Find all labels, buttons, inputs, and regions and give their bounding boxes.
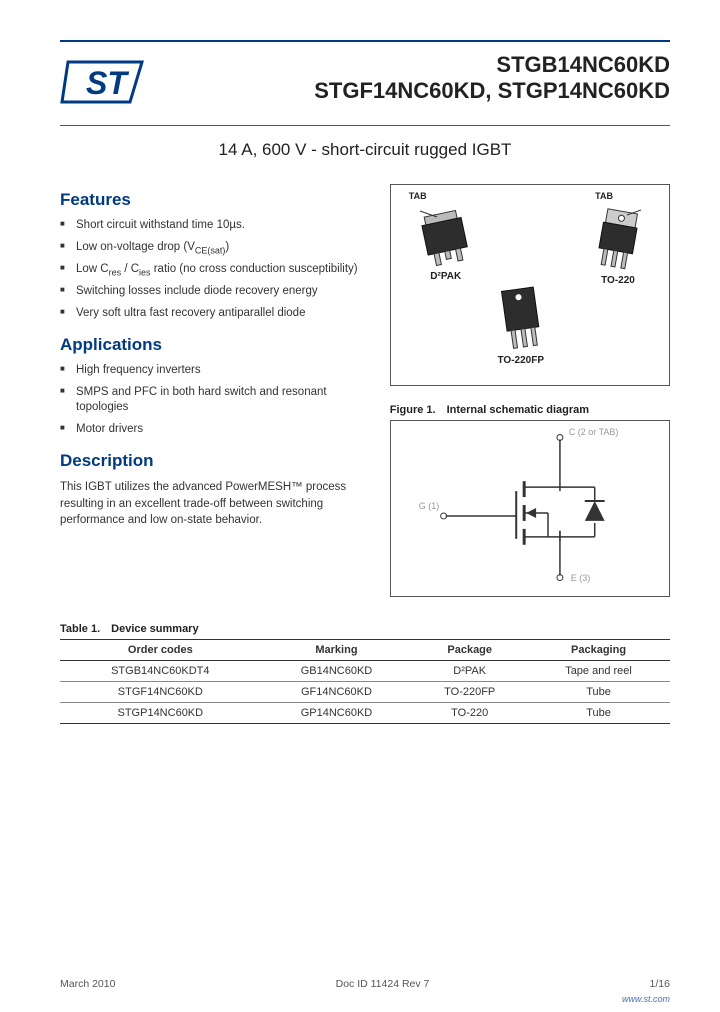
datasheet-page: ST STGB14NC60KD STGF14NC60KD, STGP14NC60… (0, 0, 720, 1012)
table-header-row: Order codes Marking Package Packaging (60, 640, 670, 661)
package-to220fp: TO-220FP (491, 285, 551, 366)
description-heading: Description (60, 451, 370, 471)
st-logo: ST (60, 52, 150, 117)
col-package: Package (412, 640, 527, 661)
package-d2pak: D²PAK (415, 207, 477, 282)
top-rule (60, 40, 670, 42)
mid-rule (60, 125, 670, 126)
figure1-caption: Figure 1. Internal schematic diagram (390, 404, 670, 416)
footer-date: March 2010 (60, 978, 115, 990)
col-order-codes: Order codes (60, 640, 261, 661)
features-heading: Features (60, 190, 370, 210)
applications-list: High frequency inverters SMPS and PFC in… (60, 363, 370, 437)
part-number-block: STGB14NC60KD STGF14NC60KD, STGP14NC60KD (314, 52, 670, 104)
description-text: This IGBT utilizes the advanced PowerMES… (60, 479, 370, 527)
footer-docid: Doc ID 11424 Rev 7 (336, 978, 430, 990)
table-row: STGB14NC60KDT4 GB14NC60KD D²PAK Tape and… (60, 661, 670, 682)
application-item: SMPS and PFC in both hard switch and res… (60, 385, 370, 416)
col-packaging: Packaging (527, 640, 670, 661)
table-row: STGP14NC60KD GP14NC60KD TO-220 Tube (60, 703, 670, 724)
two-column-body: Features Short circuit withstand time 10… (60, 184, 670, 597)
package-label: TO-220 (587, 275, 649, 286)
application-item: High frequency inverters (60, 363, 370, 379)
pin-e-label: E (3) (571, 573, 591, 583)
schematic-box: C (2 or TAB) G (1) E (3) (390, 420, 670, 597)
right-column: TAB TAB D²PAK (390, 184, 670, 597)
tab-label: TAB (409, 191, 427, 201)
package-outline-box: TAB TAB D²PAK (390, 184, 670, 386)
subtitle: 14 A, 600 V - short-circuit rugged IGBT (60, 140, 670, 160)
applications-heading: Applications (60, 335, 370, 355)
feature-item: Short circuit withstand time 10µs. (60, 218, 370, 234)
pin-c-label: C (2 or TAB) (569, 427, 619, 437)
application-item: Motor drivers (60, 422, 370, 438)
header-row: ST STGB14NC60KD STGF14NC60KD, STGP14NC60… (60, 52, 670, 117)
feature-item: Switching losses include diode recovery … (60, 284, 370, 300)
feature-item: Low Cres / Cies ratio (no cross conducti… (60, 262, 370, 278)
features-list: Short circuit withstand time 10µs. Low o… (60, 218, 370, 321)
table-row: STGF14NC60KD GF14NC60KD TO-220FP Tube (60, 682, 670, 703)
left-column: Features Short circuit withstand time 10… (60, 184, 370, 597)
part-number-2: STGF14NC60KD, STGP14NC60KD (314, 78, 670, 104)
package-label: TO-220FP (491, 355, 551, 366)
package-to220: TO-220 (587, 207, 649, 286)
table1-caption: Table 1. Device summary (60, 623, 670, 635)
footer-link: www.st.com (622, 994, 670, 1004)
feature-item: Very soft ultra fast recovery antiparall… (60, 306, 370, 322)
svg-text:ST: ST (86, 65, 129, 101)
footer-page: 1/16 (650, 978, 670, 990)
page-footer: March 2010 Doc ID 11424 Rev 7 1/16 (60, 978, 670, 990)
tab-label: TAB (595, 191, 613, 201)
device-summary-table: Order codes Marking Package Packaging ST… (60, 639, 670, 724)
col-marking: Marking (261, 640, 413, 661)
part-number-1: STGB14NC60KD (314, 52, 670, 78)
feature-item: Low on-voltage drop (VCE(sat)) (60, 240, 370, 256)
package-label: D²PAK (415, 271, 477, 282)
pin-g-label: G (1) (419, 501, 440, 511)
